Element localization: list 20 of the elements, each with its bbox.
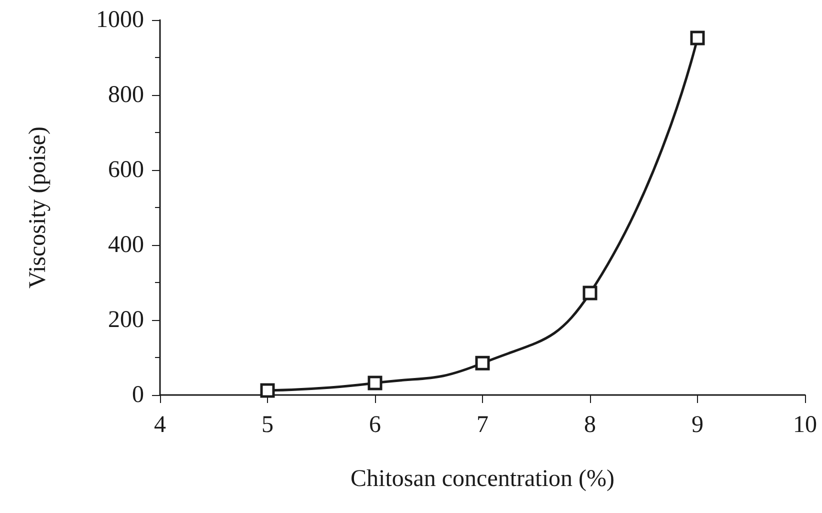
x-tick-label: 10 bbox=[793, 412, 817, 438]
x-tick-label: 5 bbox=[262, 412, 274, 438]
point bbox=[690, 30, 705, 46]
point bbox=[582, 286, 598, 300]
x-tick-label: 7 bbox=[476, 412, 488, 438]
y-tick-label: 400 bbox=[108, 232, 144, 258]
x-tick-label: 9 bbox=[692, 412, 704, 438]
y-tick-label: 800 bbox=[108, 82, 144, 108]
y-axis-title: Viscosity (poise) bbox=[25, 126, 51, 288]
y-tick-label: 200 bbox=[108, 307, 144, 333]
x-axis-title: Chitosan concentration (%) bbox=[350, 466, 614, 492]
y-tick-label: 600 bbox=[108, 157, 144, 183]
point bbox=[260, 383, 275, 398]
x-tick-label: 8 bbox=[584, 412, 596, 438]
point bbox=[368, 376, 382, 390]
x-tick-label: 4 bbox=[154, 412, 166, 438]
x-tick-label: 6 bbox=[369, 412, 381, 438]
point bbox=[475, 356, 490, 370]
y-tick-label: 1000 bbox=[96, 7, 144, 33]
y-tick-label: 0 bbox=[132, 382, 144, 408]
